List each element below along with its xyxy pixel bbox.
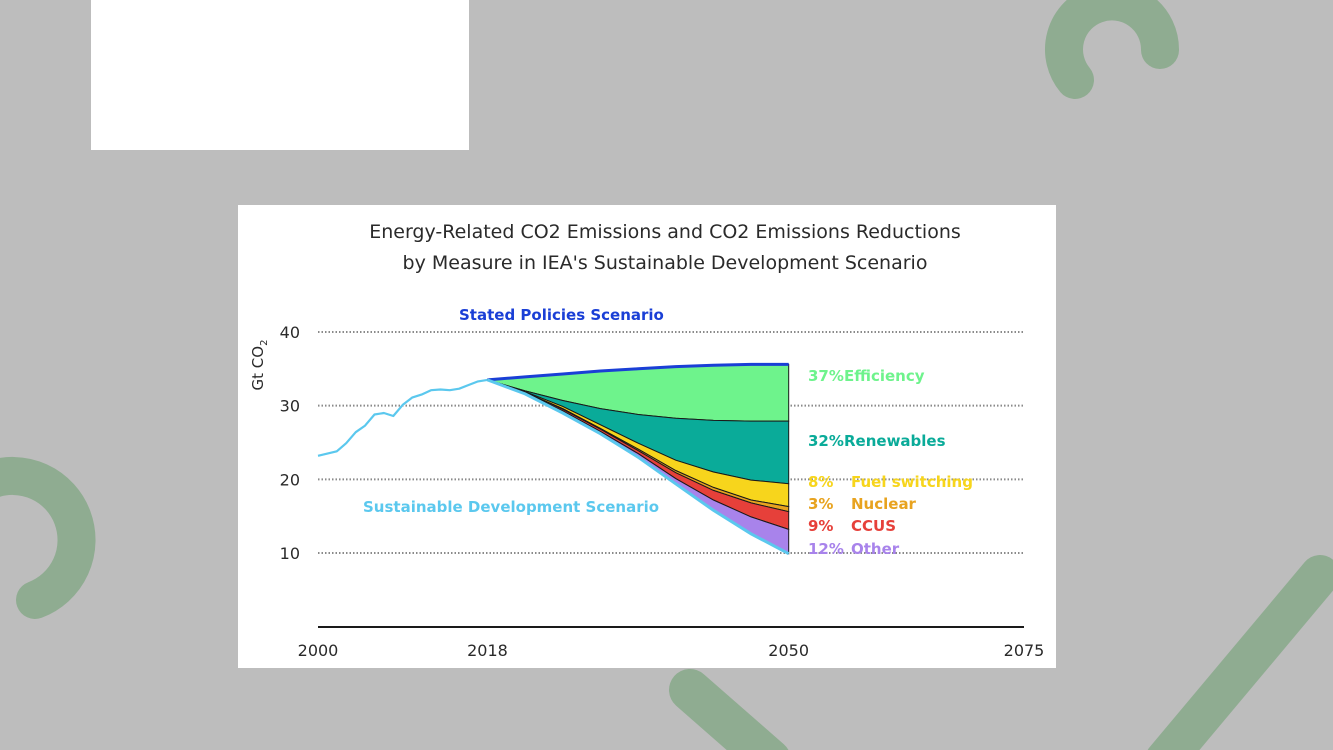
deco-stroke-bottom — [669, 669, 789, 750]
x-tick-2050: 2050 — [768, 641, 809, 660]
label-pct-nuclear: 3% — [808, 495, 833, 513]
stated-policies-label: Stated Policies Scenario — [459, 306, 664, 324]
reduction-wedges — [487, 363, 790, 555]
chart-title-line-1: Energy-Related CO2 Emissions and CO2 Emi… — [369, 221, 961, 243]
wedge-labels: 37% Efficiency 32% Renewables 8% Fuel switchi… — [808, 367, 973, 558]
grid-lines: 40 30 20 10 — [280, 323, 1024, 563]
label-name-fuel-switching: Fuel switching — [851, 473, 973, 491]
axes: 2000 2018 2050 2075 — [298, 626, 1045, 660]
x-tick-2000: 2000 — [298, 641, 339, 660]
label-name-efficiency: Efficiency — [844, 367, 925, 385]
deco-arc-top-right — [1045, 0, 1180, 99]
y-tick-40: 40 — [280, 323, 300, 342]
sustainable-development-label: Sustainable Development Scenario — [363, 498, 659, 516]
sustainable-development-line — [486, 378, 790, 556]
chart-title-line-2: by Measure in IEA's Sustainable Developm… — [403, 252, 928, 274]
label-name-other: Other — [851, 540, 900, 558]
chart-canvas: Energy-Related CO2 Emissions and CO2 Emi… — [249, 221, 1045, 660]
blank-white-panel — [91, 0, 469, 150]
stated-policies-line — [487, 362, 789, 382]
deco-arc-left — [0, 456, 96, 619]
y-tick-10: 10 — [280, 544, 300, 563]
label-pct-other: 12% — [808, 540, 844, 558]
y-tick-20: 20 — [280, 470, 300, 489]
x-tick-2018: 2018 — [467, 641, 508, 660]
label-pct-renewables: 32% — [808, 432, 844, 450]
label-name-renewables: Renewables — [844, 432, 946, 450]
label-name-nuclear: Nuclear — [851, 495, 917, 513]
label-pct-fuel-switching: 8% — [808, 473, 833, 491]
y-tick-30: 30 — [280, 397, 300, 416]
scenario-lines — [317, 362, 790, 556]
label-pct-efficiency: 37% — [808, 367, 844, 385]
historical-emissions-line — [317, 378, 488, 457]
x-tick-2075: 2075 — [1004, 641, 1045, 660]
y-axis-label: Gt CO2 — [249, 340, 270, 391]
label-name-ccus: CCUS — [851, 517, 896, 535]
emissions-chart: Energy-Related CO2 Emissions and CO2 Emi… — [238, 205, 1056, 668]
deco-stroke-bottom-right — [1147, 555, 1333, 750]
label-pct-ccus: 9% — [808, 517, 833, 535]
